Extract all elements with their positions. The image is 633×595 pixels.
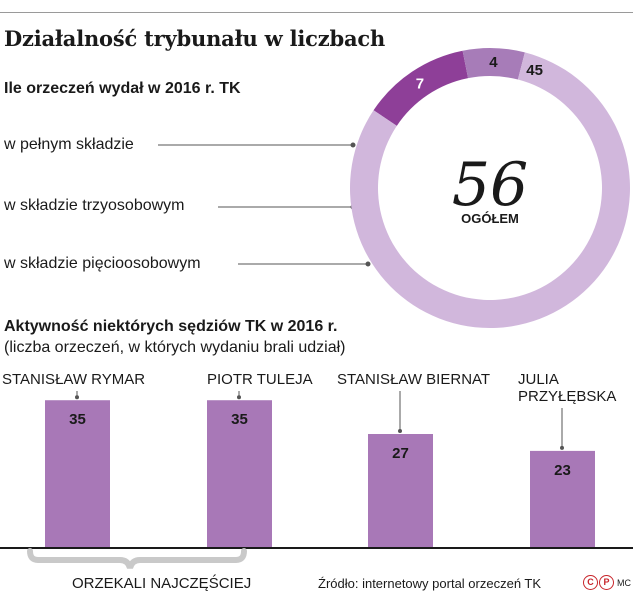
donut-total-label: OGÓŁEM (461, 211, 519, 226)
donut-chart: 7 4 45 (350, 48, 630, 329)
bar-4 (530, 450, 595, 548)
judge-name-4-last-text: PRZYŁĘBSKA (518, 388, 617, 405)
bars-note: (liczba orzeczeń, w których wydaniu bral… (4, 339, 346, 356)
leader-dot-piec (365, 261, 371, 267)
bar-value-4: 23 (554, 462, 571, 479)
donut-label-piec: w składzie pięcioosobowym (4, 255, 201, 272)
donut-value-piec: 45 (526, 62, 543, 79)
judge-name-4-first: JULIA (518, 371, 559, 389)
source-note: Źródło: internetowy portal orzeczeń TK (318, 576, 542, 591)
donut-slice-trzy (462, 48, 525, 80)
bracket-label: ORZEKALI NAJCZĘŚCIEJ (72, 575, 252, 592)
bracket (27, 548, 247, 569)
donut-slice-pelny (373, 50, 469, 126)
judge-name-1: STANISŁAW RYMAR (2, 371, 146, 388)
bar-value-3: 27 (392, 445, 409, 462)
bar-leader-dot-4 (560, 445, 564, 450)
bar-value-1: 35 (69, 411, 86, 428)
donut-value-pelny: 7 (416, 75, 424, 92)
judge-name-2: PIOTR TULEJA (207, 371, 313, 388)
author-initials: MC (617, 578, 631, 588)
donut-total: 56 (452, 150, 528, 220)
judge-name-4-last: PRZYŁĘBSKA (518, 388, 616, 406)
bar-leader-dot-2 (237, 395, 241, 400)
bar-3 (368, 434, 433, 548)
judge-name-3: STANISŁAW BIERNAT (337, 371, 491, 388)
top-rule (0, 12, 633, 13)
bar-2 (207, 400, 272, 548)
page-title: Działalność trybunału w liczbach (4, 26, 386, 51)
bar-leader-dot-3 (398, 429, 402, 433)
donut-label-trzy: w składzie trzyosobowym (4, 197, 185, 214)
bar-value-2: 35 (231, 411, 248, 428)
bar-chart: 35 35 27 23 (45, 391, 595, 548)
donut-subtitle: Ile orzeczeń wydał w 2016 r. TK (4, 80, 241, 97)
bar-1 (45, 400, 110, 548)
judge-name-4-first-text: JULIA (518, 371, 559, 388)
donut-label-pelny: w pełnym składzie (4, 136, 134, 153)
leader-dot-pelny (350, 142, 356, 148)
copyright-p-icon: P (599, 575, 614, 590)
bar-leader-dot-1 (75, 395, 79, 400)
donut-value-trzy: 4 (489, 54, 498, 71)
copyright-c-icon: C (583, 575, 598, 590)
bars-title: Aktywność niektórych sędziów TK w 2016 r… (4, 318, 338, 335)
leader-lines (158, 142, 371, 267)
